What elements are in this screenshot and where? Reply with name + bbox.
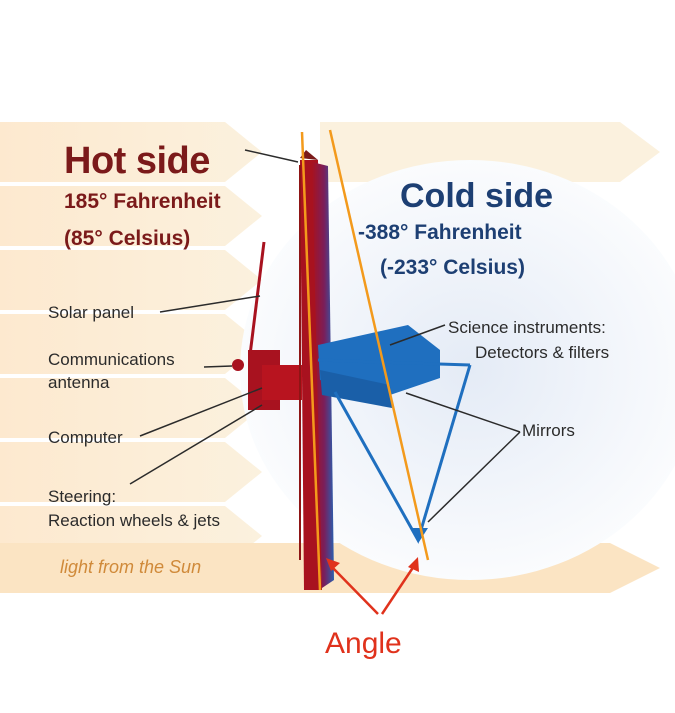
label-angle: Angle xyxy=(325,627,402,660)
cold-side-fahrenheit: -388° Fahrenheit xyxy=(358,221,522,244)
leader-lines xyxy=(129,149,521,523)
shield-guide-line xyxy=(300,131,322,591)
hot-side-title: Hot side xyxy=(64,140,210,182)
spacecraft-bus xyxy=(232,165,302,560)
label-reaction-wheels: Reaction wheels & jets xyxy=(48,511,220,530)
cold-side-celsius: (-233° Celsius) xyxy=(380,256,525,279)
label-communications: Communications xyxy=(48,350,175,369)
label-sunlight: light from the Sun xyxy=(60,557,202,577)
cold-glow xyxy=(240,160,675,580)
hot-side-celsius: (85° Celsius) xyxy=(64,227,191,250)
label-computer: Computer xyxy=(48,428,123,447)
cold-side-title: Cold side xyxy=(400,177,554,215)
telescope xyxy=(317,325,472,544)
hot-side-fahrenheit: 185° Fahrenheit xyxy=(64,190,221,213)
angle-arrowhead-right xyxy=(408,557,419,572)
angle-arrowhead-left xyxy=(326,558,340,571)
label-science-instruments: Science instruments: xyxy=(448,318,606,337)
label-detectors-filters: Detectors & filters xyxy=(475,343,610,362)
telescope-guide-line xyxy=(328,129,430,561)
label-solar-panel: Solar panel xyxy=(48,303,135,322)
label-antenna: antenna xyxy=(48,373,110,392)
label-mirrors: Mirrors xyxy=(522,421,575,440)
label-steering: Steering: xyxy=(48,487,117,506)
angle-arrows xyxy=(330,565,416,615)
